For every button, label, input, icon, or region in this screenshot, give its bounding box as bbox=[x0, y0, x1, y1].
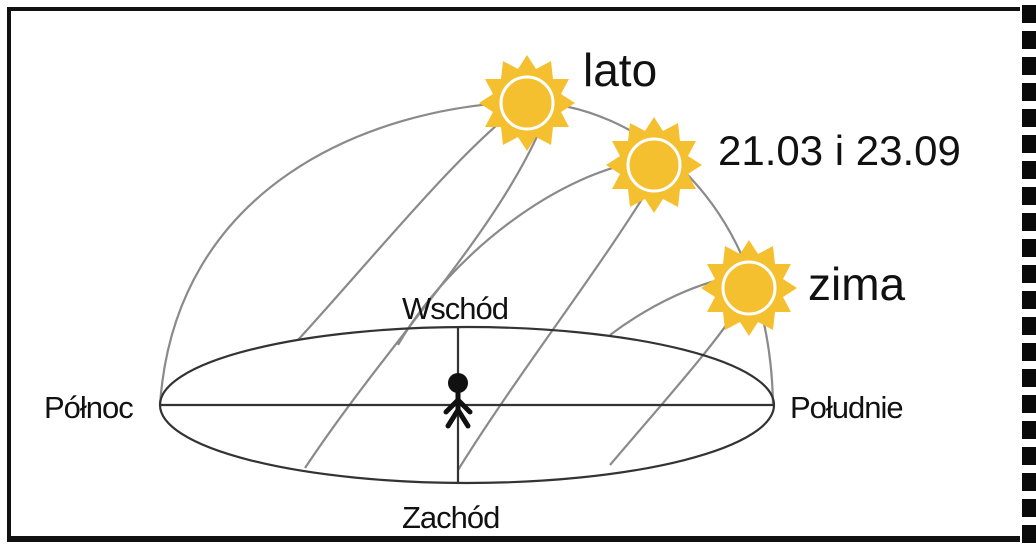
sun-icon-summer bbox=[479, 55, 575, 151]
side-border-bar bbox=[1022, 5, 1036, 551]
label-winter: zima bbox=[808, 258, 906, 310]
label-north: Północ bbox=[44, 390, 133, 425]
label-equinox: 21.03 i 23.09 bbox=[718, 127, 961, 174]
diagram-frame bbox=[7, 7, 1020, 542]
sun-icon-equinox bbox=[606, 117, 702, 213]
label-east: Wschód bbox=[402, 291, 508, 326]
sun-icon-winter bbox=[701, 240, 797, 336]
sun-path-equinox-front bbox=[457, 169, 661, 471]
person-icon bbox=[443, 373, 473, 429]
label-west: Zachód bbox=[402, 500, 499, 535]
label-summer: lato bbox=[583, 44, 657, 96]
label-south: Południe bbox=[790, 390, 903, 425]
